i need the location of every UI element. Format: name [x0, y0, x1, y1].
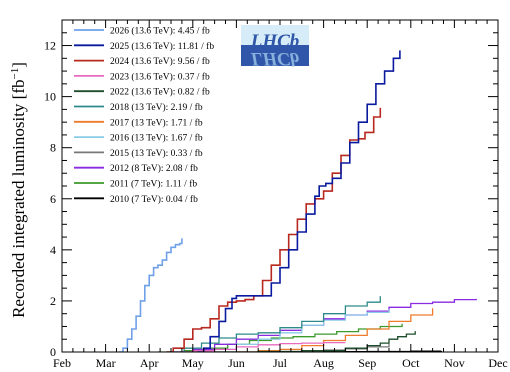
- y-tick-label: 6: [50, 192, 56, 206]
- y-axis-title-sup: −1: [9, 68, 21, 80]
- y-tick-label: 12: [44, 39, 56, 53]
- x-tick-label: Jul: [273, 356, 288, 370]
- logo-reflection: LHCb: [250, 48, 300, 69]
- legend-label: 2012 (8 TeV): 2.08 / fb: [110, 163, 198, 174]
- y-tick-label: 10: [44, 90, 56, 104]
- x-tick-label: Nov: [444, 356, 465, 370]
- x-tick-label: Mar: [96, 356, 116, 370]
- y-tick-label: 2: [50, 294, 56, 308]
- legend-label: 2016 (13 TeV): 1.67 / fb: [110, 133, 203, 144]
- y-axis-title-main: Recorded integrated luminosity [fb: [9, 79, 28, 317]
- legend-label: 2026 (13.6 TeV): 4.45 / fb: [110, 26, 210, 37]
- y-tick-label: 8: [50, 141, 56, 155]
- legend-label: 2025 (13.6 TeV): 11.81 / fb: [110, 41, 214, 52]
- y-axis-title: Recorded integrated luminosity [fb−1]: [9, 62, 28, 318]
- series-line: [166, 296, 381, 352]
- legend-label: 2018 (13 TeV): 2.19 / fb: [110, 102, 203, 113]
- logo-wordmark: LHCb: [250, 31, 300, 52]
- x-tick-label: Sep: [358, 356, 376, 370]
- legend-label: 2017 (13 TeV): 1.71 / fb: [110, 117, 203, 128]
- legend-label: 2024 (13.6 TeV): 9.56 / fb: [110, 56, 210, 67]
- x-tick-label: Dec: [488, 356, 507, 370]
- legend-label: 2015 (13 TeV): 0.33 / fb: [110, 148, 203, 159]
- y-tick-label: 4: [50, 243, 56, 257]
- series-group: [118, 50, 477, 352]
- legend-label: 2023 (13.6 TeV): 0.37 / fb: [110, 71, 210, 82]
- legend-label: 2011 (7 TeV): 1.11 / fb: [110, 179, 197, 190]
- legend-label: 2010 (7 TeV): 0.04 / fb: [110, 194, 198, 205]
- x-tick-label: Jun: [228, 356, 245, 370]
- y-axis-title-close: ]: [9, 62, 28, 68]
- x-tick-label: Aug: [313, 356, 334, 370]
- series-line: [197, 50, 401, 352]
- axes: Feb Mar Apr May Jun Jul Aug Sep Oct Nov Dec 0 2 4 6 8 10…: [44, 19, 508, 370]
- y-tick-label: 0: [50, 345, 56, 359]
- x-tick-label: Feb: [53, 356, 71, 370]
- legend: 2026 (13.6 TeV): 4.45 / fb 2025 (13.6 TeV…: [74, 26, 214, 205]
- x-tick-label: Apr: [140, 356, 159, 370]
- x-tick-label: May: [182, 356, 204, 370]
- series-line: [118, 238, 183, 352]
- legend-label: 2022 (13.6 TeV): 0.82 / fb: [110, 87, 210, 98]
- logo-band: [241, 45, 309, 66]
- plot-area: [118, 50, 477, 352]
- x-tick-label: Oct: [402, 356, 420, 370]
